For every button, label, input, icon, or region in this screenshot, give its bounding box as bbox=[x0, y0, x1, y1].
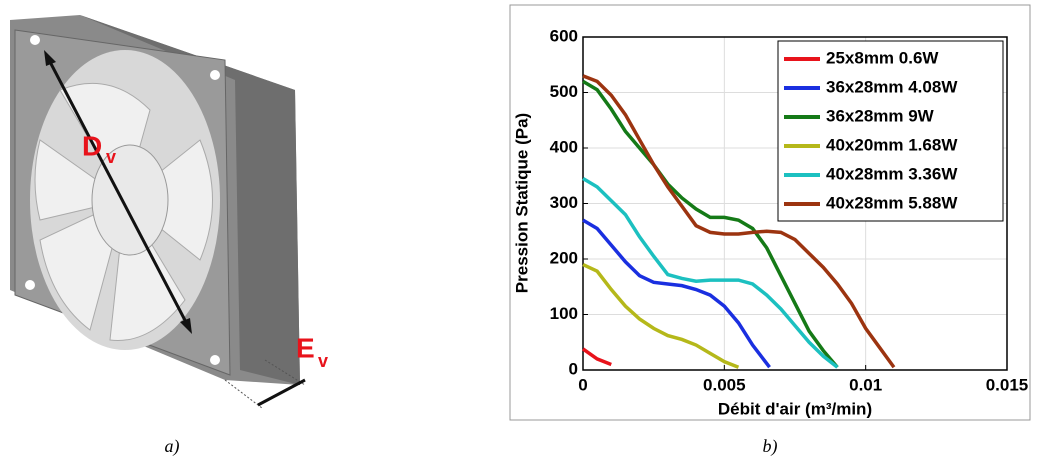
fan-illustration bbox=[10, 15, 306, 409]
y-tick-label: 0 bbox=[569, 359, 578, 378]
label-d-sub: v bbox=[106, 147, 116, 167]
series-line bbox=[582, 218, 771, 369]
label-d: D bbox=[82, 130, 102, 161]
x-tick-label: 0.015 bbox=[986, 375, 1029, 394]
legend-label: 25x8mm 0.6W bbox=[826, 48, 939, 67]
legend-label: 36x28mm 9W bbox=[826, 106, 935, 125]
series-line bbox=[581, 347, 612, 367]
series-line bbox=[582, 79, 839, 369]
caption-a: a) bbox=[165, 436, 180, 457]
label-e-sub: v bbox=[318, 351, 328, 371]
series-line bbox=[582, 262, 740, 369]
legend-box bbox=[777, 40, 1004, 222]
legend-label: 40x28mm 3.36W bbox=[826, 164, 958, 183]
plot-area bbox=[582, 36, 1008, 371]
x-tick-label: 0 bbox=[578, 375, 587, 394]
series-line bbox=[582, 177, 839, 369]
y-tick-label: 400 bbox=[550, 137, 578, 156]
y-axis-label: Pression Statique (Pa) bbox=[512, 113, 531, 293]
label-e: E bbox=[296, 332, 315, 363]
legend-label: 36x28mm 4.08W bbox=[826, 77, 958, 96]
y-tick-label: 300 bbox=[550, 193, 578, 212]
y-tick-label: 600 bbox=[550, 26, 578, 45]
legend-label: 40x20mm 1.68W bbox=[826, 135, 958, 154]
y-tick-label: 500 bbox=[550, 82, 578, 101]
legend-label: 40x28mm 5.88W bbox=[826, 193, 958, 212]
x-axis-label: Débit d'air (m³/min) bbox=[718, 399, 872, 418]
y-tick-label: 200 bbox=[550, 248, 578, 267]
caption-b: b) bbox=[763, 436, 778, 457]
y-tick-label: 100 bbox=[550, 304, 578, 323]
x-tick-label: 0.005 bbox=[703, 375, 746, 394]
x-tick-label: 0.01 bbox=[849, 375, 882, 394]
series-line bbox=[582, 74, 896, 369]
